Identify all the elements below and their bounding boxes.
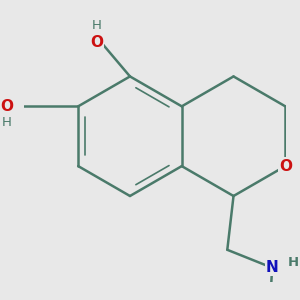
Text: H: H <box>288 256 299 269</box>
Text: N: N <box>266 260 278 275</box>
Text: O: O <box>91 35 103 50</box>
Text: H: H <box>2 116 11 129</box>
Text: H: H <box>92 19 102 32</box>
Text: O: O <box>0 99 13 114</box>
Text: O: O <box>279 159 292 174</box>
